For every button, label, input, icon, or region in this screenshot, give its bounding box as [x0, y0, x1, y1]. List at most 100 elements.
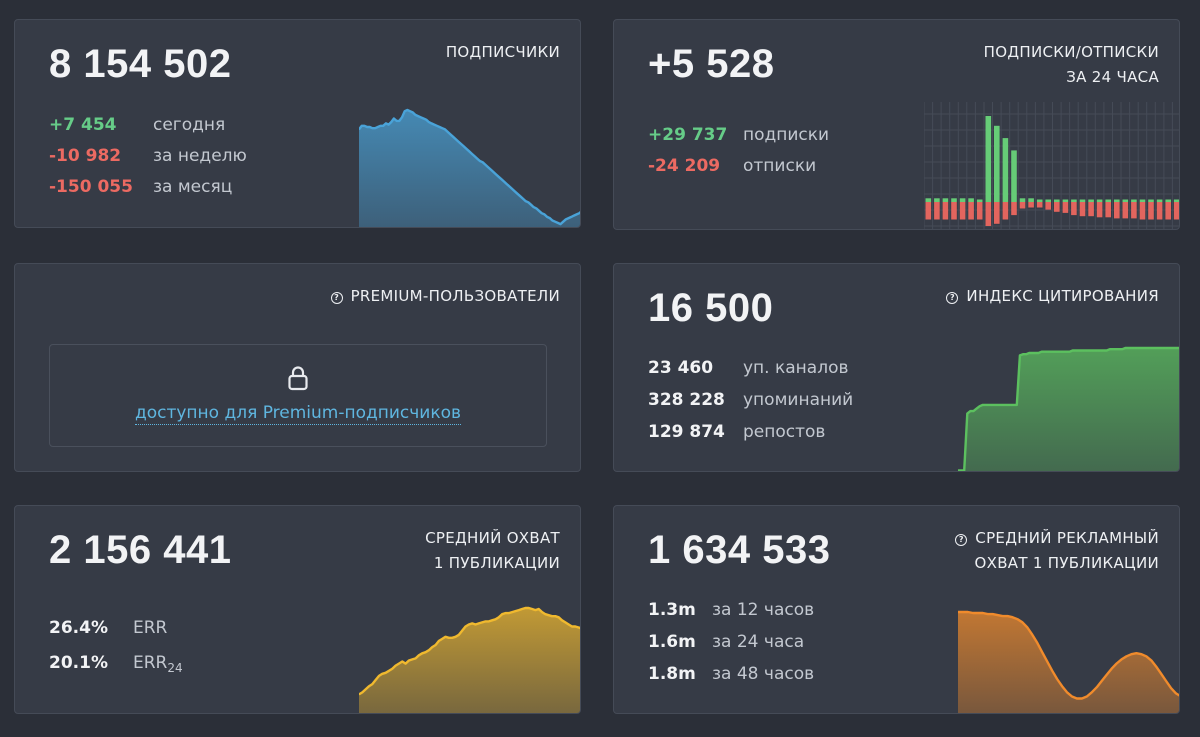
ad-reach-chart-point [1111, 668, 1113, 670]
ad-reach-chart-point [1140, 653, 1142, 655]
subs-unsubs-title-line1: ПОДПИСКИ/ОТПИСКИ [983, 43, 1159, 61]
citation-chart-point [1133, 347, 1136, 349]
bar-subscriptions [1173, 199, 1179, 202]
bar-subscriptions [959, 198, 966, 202]
ad-reach-chart-line [958, 610, 1179, 700]
subscribers-chart-point [374, 127, 376, 129]
citation-chart-point [1019, 354, 1021, 356]
subscribers-title: ПОДПИСЧИКИ [445, 43, 560, 61]
citation-chart-point [1007, 404, 1009, 406]
citation-chart-point [1143, 347, 1145, 349]
subscribers-chart-point [457, 141, 459, 143]
subscribers-chart-point [506, 183, 508, 185]
citation-chart-point [1152, 347, 1154, 349]
reach-title-line1: СРЕДНИЙ ОХВАТ [425, 529, 560, 547]
subscribers-card[interactable]: 8 154 502 ПОДПИСЧИКИ +7 454 сегодня -10 98… [14, 19, 581, 228]
reach-chart-point [378, 675, 380, 677]
ad-reach-card[interactable]: 1 634 533 ? СРЕДНИЙ РЕКЛАМНЫЙ ОХВАТ 1 ПУБ… [613, 505, 1180, 714]
citation-chart-point [1034, 352, 1036, 354]
bar-subscriptions [1114, 199, 1120, 202]
bar-subscriptions [1156, 199, 1163, 202]
subscribers-chart-point [417, 115, 419, 117]
subscribers-chart-point [441, 127, 443, 129]
reach-chart-point [359, 693, 360, 695]
ad-reach-chart-point [982, 612, 984, 614]
citation-chart-point [1149, 347, 1151, 349]
subscribers-chart-point [468, 150, 470, 152]
reach-chart-point [481, 621, 483, 623]
subscribers-chart-point [463, 145, 465, 147]
err-label: ERR [133, 618, 168, 638]
citation-title-text: ИНДЕКС ЦИТИРОВАНИЯ [966, 287, 1159, 305]
citation-chart-point [1090, 349, 1092, 352]
reach-chart-point [578, 626, 580, 629]
subscribers-chart-point [570, 216, 572, 218]
reach-chart-point [508, 612, 510, 614]
stat-value: 1.8m [648, 664, 696, 684]
citation-chart-point [1158, 347, 1160, 349]
bar-unsubscriptions [951, 202, 957, 220]
subscribers-chart-point [409, 110, 411, 112]
reach-chart-point [574, 625, 576, 628]
reach-chart-point [451, 637, 453, 639]
ad-reach-total: 1 634 533 [648, 528, 831, 572]
help-icon[interactable]: ? [955, 534, 968, 546]
reach-card[interactable]: 2 156 441 СРЕДНИЙ ОХВАТ 1 ПУБЛИКАЦИИ 26.… [14, 505, 581, 714]
bar-subscriptions [934, 198, 940, 202]
subscribers-chart-point [535, 207, 537, 209]
subscribers-chart [359, 108, 580, 227]
subscribers-chart-point [382, 125, 384, 127]
ad-reach-chart-point [987, 613, 989, 615]
subs-unsubs-title: ПОДПИСКИ/ОТПИСКИ ЗА 24 ЧАСА [984, 40, 1159, 90]
subscribers-chart-point [484, 164, 486, 166]
subscribers-chart-point [476, 158, 478, 160]
reach-chart-point [375, 679, 377, 681]
citation-chart-point [1161, 347, 1163, 349]
help-icon[interactable]: ? [946, 292, 959, 304]
stat-label: отписки [743, 156, 817, 176]
subscribers-chart-point [444, 128, 446, 130]
reach-chart-point [501, 613, 503, 615]
citation-chart-point [1099, 349, 1102, 352]
subscribers-chart-point [565, 218, 567, 220]
reach-chart-point [461, 630, 463, 632]
reach-chart-point [431, 646, 433, 648]
subscribers-chart-point [578, 212, 580, 214]
ad-reach-chart-point [1150, 659, 1152, 661]
stat-value: +7 454 [49, 115, 117, 135]
subscribers-chart-point [455, 138, 457, 140]
citation-chart-point [1016, 404, 1018, 406]
subs-unsubs-card[interactable]: +5 528 ПОДПИСКИ/ОТПИСКИ ЗА 24 ЧАСА +29 7… [613, 19, 1180, 230]
bar-unsubscriptions [985, 202, 992, 226]
bar-unsubscriptions [1002, 202, 1009, 220]
citation-chart-point [1121, 348, 1123, 350]
reach-chart-point [365, 688, 367, 690]
subscribers-chart-point [428, 121, 430, 123]
citation-chart-point [1124, 347, 1126, 349]
reach-chart-point [528, 607, 530, 609]
citation-chart-point [1068, 351, 1071, 353]
reach-chart-point [511, 611, 513, 613]
ad-reach-title-line1: СРЕДНИЙ РЕКЛАМНЫЙ [975, 529, 1159, 547]
stat-label: подписки [743, 125, 830, 145]
premium-card[interactable]: ? PREMIUM-ПОЛЬЗОВАТЕЛИ доступно для Premi… [14, 263, 581, 472]
bar-unsubscriptions [968, 202, 974, 220]
err-value: 26.4% [49, 618, 108, 638]
stat-value: 1.3m [648, 600, 696, 620]
ad-reach-chart-point [1041, 651, 1043, 653]
subscribers-chart-point [404, 110, 406, 112]
reach-chart-point [491, 619, 493, 621]
citation-chart-point [1047, 351, 1049, 353]
subscribers-chart-point [369, 126, 371, 128]
reach-chart-point [571, 625, 573, 628]
bar-unsubscriptions [1054, 202, 1060, 212]
citation-chart-point [1087, 349, 1089, 352]
reach-chart-point [428, 649, 430, 651]
ad-reach-chart-point [1076, 697, 1078, 700]
ad-reach-chart-point [1106, 674, 1108, 676]
citation-card[interactable]: 16 500 ? ИНДЕКС ЦИТИРОВАНИЯ 23 460 уп. кан… [613, 263, 1180, 472]
err24-label-sub: 24 [167, 661, 183, 675]
ad-reach-chart-point [962, 611, 964, 613]
premium-link[interactable]: доступно для Premium-подписчиков [134, 403, 462, 425]
help-icon[interactable]: ? [330, 292, 343, 304]
